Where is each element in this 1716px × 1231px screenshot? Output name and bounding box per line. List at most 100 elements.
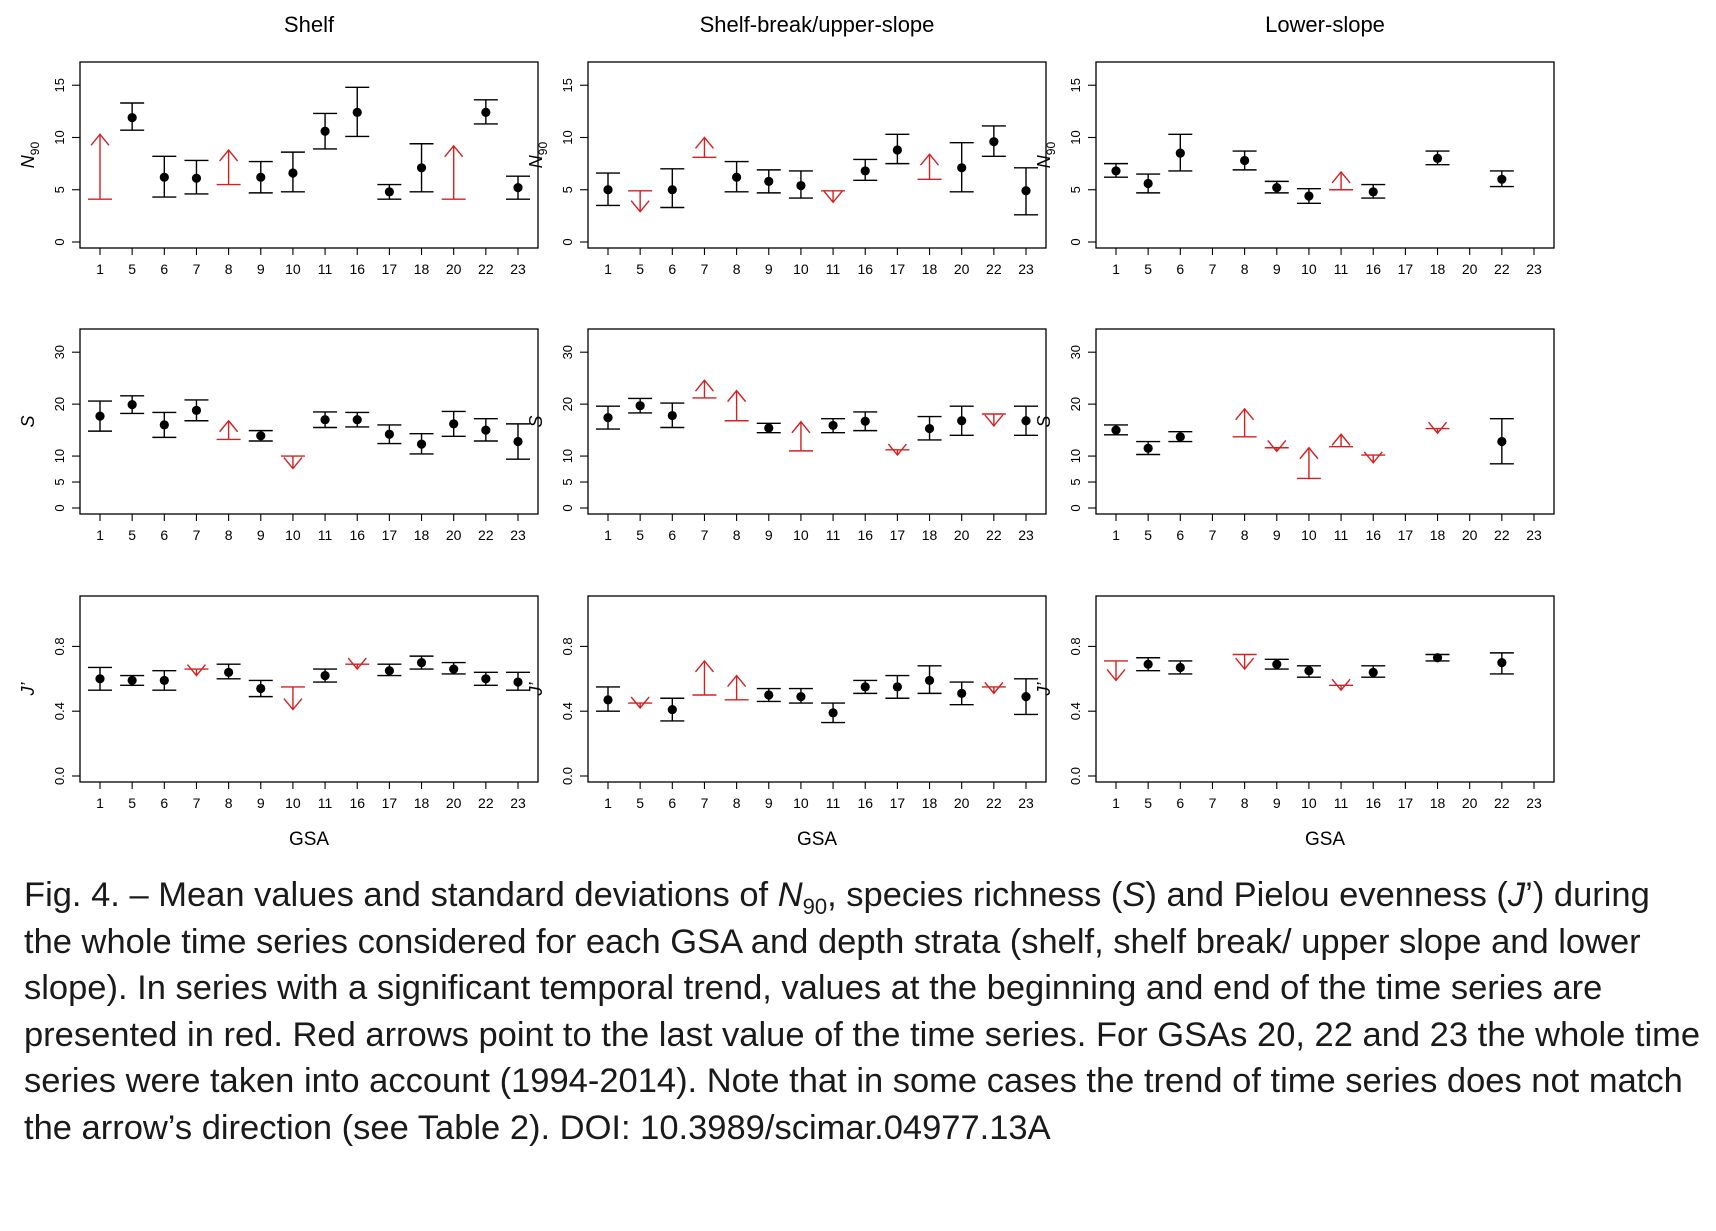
trend-arrow-head [90, 133, 110, 146]
y-tick-label-j-shelf: 0.4 [52, 702, 67, 720]
x-tick-label-j-shelf-break-upper-slope: 6 [668, 795, 676, 811]
x-tick-label-s-shelf: 1 [96, 527, 104, 543]
x-tick-label-n90-shelf: 9 [257, 261, 265, 277]
mean-point [1175, 662, 1185, 673]
mean-point [957, 163, 967, 173]
x-tick-label-j-shelf: 6 [160, 795, 168, 811]
mean-point [1143, 443, 1153, 453]
mean-point [224, 667, 234, 677]
x-tick-label-s-lower-slope: 9 [1273, 527, 1281, 543]
x-tick-label-n90-lower-slope: 22 [1494, 261, 1510, 277]
x-tick-label-n90-lower-slope: 16 [1365, 261, 1381, 277]
x-tick-label-n90-shelf-break-upper-slope: 8 [733, 261, 741, 277]
x-tick-label-n90-shelf: 6 [160, 261, 168, 277]
x-tick-label-j-shelf-break-upper-slope: 8 [733, 795, 741, 811]
x-tick-label-n90-shelf: 7 [193, 261, 201, 277]
x-tick-label-s-lower-slope: 5 [1144, 527, 1152, 543]
y-tick-label-j-shelf-break-upper-slope: 0.0 [560, 767, 575, 785]
x-tick-label-s-shelf: 22 [478, 527, 494, 543]
x-tick-label-j-shelf: 22 [478, 795, 494, 811]
y-tick-label-j-lower-slope: 0.8 [1068, 637, 1083, 655]
mean-point [256, 431, 266, 441]
mean-point [1272, 183, 1282, 193]
mean-point [860, 682, 870, 692]
x-tick-label-n90-shelf: 23 [510, 261, 526, 277]
trend-arrow-head [1363, 451, 1383, 464]
mean-point [860, 416, 870, 426]
x-tick-label-j-shelf-break-upper-slope: 20 [954, 795, 970, 811]
x-tick-label-s-lower-slope: 6 [1176, 527, 1184, 543]
trend-arrow-head [1331, 433, 1351, 446]
x-tick-label-n90-shelf-break-upper-slope: 1 [604, 261, 612, 277]
y-tick-label-s-lower-slope: 20 [1068, 397, 1083, 411]
x-tick-label-s-shelf: 6 [160, 527, 168, 543]
mean-point [1021, 186, 1031, 196]
mean-point [127, 113, 137, 123]
x-tick-label-j-lower-slope: 1 [1112, 795, 1120, 811]
x-tick-label-j-shelf-break-upper-slope: 18 [922, 795, 938, 811]
mean-point [1497, 174, 1507, 184]
caption-j-symbol: J [1507, 876, 1526, 914]
mean-point [764, 423, 774, 433]
mean-point [416, 439, 427, 449]
mean-point [1240, 155, 1250, 166]
mean-point [924, 675, 935, 686]
x-tick-label-s-shelf-break-upper-slope: 23 [1018, 527, 1034, 543]
x-axis-label-shelf-break-upper-slope: GSA [797, 829, 837, 850]
caption-s-symbol: S [1122, 876, 1146, 914]
trend-arrow-head [919, 153, 940, 166]
x-tick-label-n90-lower-slope: 10 [1301, 261, 1317, 277]
trend-arrow-head [1299, 446, 1319, 460]
x-tick-label-s-shelf: 11 [318, 527, 333, 543]
x-tick-label-j-shelf-break-upper-slope: 1 [604, 795, 612, 811]
mean-point [449, 664, 459, 674]
y-tick-label-s-shelf-break-upper-slope: 0 [560, 504, 575, 511]
trend-arrow-head [1235, 407, 1255, 421]
y-tick-label-n90-shelf-break-upper-slope: 10 [560, 130, 575, 144]
mean-point [1021, 416, 1031, 426]
mean-point [513, 436, 523, 447]
mean-point [352, 415, 362, 425]
column-title-shelf: Shelf [284, 12, 335, 37]
caption-text-4: ’) during the whole time series consider… [24, 876, 1710, 1147]
x-tick-label-s-lower-slope: 16 [1365, 527, 1381, 543]
x-tick-label-s-shelf: 9 [257, 527, 265, 543]
y-tick-label-n90-lower-slope: 10 [1068, 130, 1083, 144]
trend-arrow-head [1427, 421, 1448, 435]
mean-point [320, 415, 330, 425]
trend-arrow-head [823, 190, 843, 204]
mean-point [635, 401, 645, 411]
x-tick-label-n90-shelf-break-upper-slope: 10 [793, 261, 809, 277]
x-tick-label-j-lower-slope: 5 [1144, 795, 1152, 811]
x-tick-label-n90-shelf: 11 [318, 261, 333, 277]
mean-point [892, 682, 902, 692]
y-tick-label-n90-lower-slope: 5 [1068, 186, 1083, 193]
mean-point [924, 423, 935, 434]
mean-point [127, 400, 137, 410]
x-tick-label-n90-lower-slope: 23 [1526, 261, 1542, 277]
x-tick-label-j-lower-slope: 16 [1365, 795, 1381, 811]
mean-point [513, 183, 523, 193]
mean-point [481, 107, 491, 117]
x-tick-label-j-shelf: 16 [349, 795, 365, 811]
y-axis-label-subscript: 90 [28, 142, 42, 156]
mean-point [1497, 436, 1507, 447]
x-tick-label-n90-lower-slope: 6 [1176, 261, 1184, 277]
trend-arrow-head [283, 457, 303, 470]
y-tick-label-j-shelf-break-upper-slope: 0.8 [560, 637, 575, 655]
x-tick-label-j-shelf-break-upper-slope: 17 [890, 795, 906, 811]
mean-point [603, 695, 613, 705]
x-tick-label-j-shelf: 18 [414, 795, 430, 811]
y-axis-label-subscript: 90 [536, 142, 550, 156]
x-tick-label-s-shelf: 20 [446, 527, 462, 543]
mean-point [416, 163, 427, 173]
mean-point [191, 173, 202, 183]
trend-arrow-head [694, 659, 715, 673]
x-tick-label-s-shelf-break-upper-slope: 8 [733, 527, 741, 543]
y-tick-label-s-lower-slope: 5 [1068, 478, 1083, 485]
mean-point [1143, 659, 1153, 669]
x-tick-label-s-lower-slope: 18 [1430, 527, 1446, 543]
x-tick-label-j-shelf: 17 [382, 795, 398, 811]
y-axis-label-subscript: 90 [1044, 142, 1058, 156]
x-tick-label-n90-shelf-break-upper-slope: 18 [922, 261, 938, 277]
